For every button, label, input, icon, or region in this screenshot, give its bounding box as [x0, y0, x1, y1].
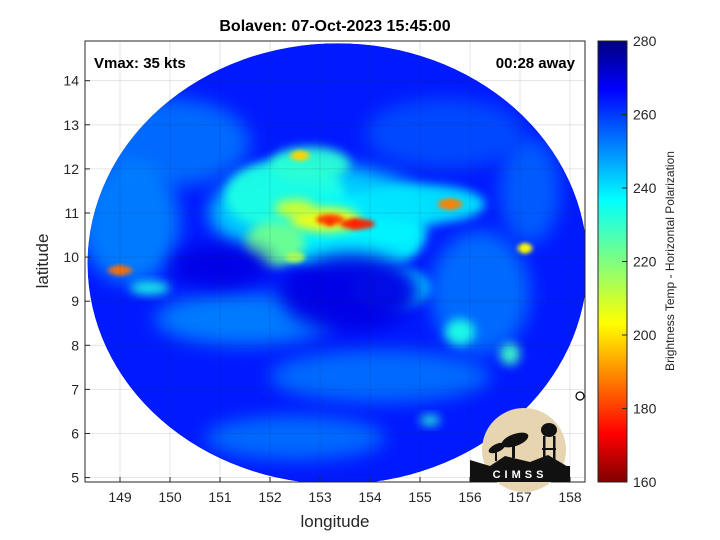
swath-cloud-cell — [365, 98, 525, 169]
y-tick-label: 10 — [63, 249, 79, 265]
swath-cloud-cell — [205, 415, 385, 460]
colorbar-tick-label: 260 — [633, 107, 657, 123]
feature-core-east — [351, 220, 359, 229]
colorbar-tick-label: 180 — [633, 401, 657, 417]
y-tick-label: 7 — [71, 381, 79, 397]
vmax-annotation: Vmax: 35 kts — [94, 55, 186, 72]
swath-cloud-cell — [445, 318, 475, 346]
cimss-logo: CIMSS — [470, 408, 570, 492]
swath-cloud-cell — [270, 146, 350, 183]
x-tick-label: 156 — [458, 489, 482, 505]
x-tick-label: 153 — [308, 489, 332, 505]
chart-title: Bolaven: 07-Oct-2023 15:45:00 — [219, 18, 450, 35]
swath-cloud-cell — [500, 343, 520, 366]
swath-cloud-cell — [420, 414, 440, 426]
feature-north-band — [296, 151, 304, 160]
grid-lines — [85, 41, 585, 482]
swath-cloud-cell — [87, 160, 180, 284]
colorbar-tick-label: 240 — [633, 180, 657, 196]
y-tick-label: 14 — [63, 73, 79, 89]
x-tick-label: 154 — [358, 489, 382, 505]
y-tick-label: 5 — [71, 470, 79, 486]
y-tick-label: 6 — [71, 425, 79, 441]
colorbar-label: Brightness Temp - Horizontal Polarizatio… — [663, 151, 677, 371]
y-tick-label: 11 — [64, 205, 79, 221]
swath-cloud-cell — [285, 251, 305, 263]
swath-cloud-cell — [500, 138, 560, 244]
x-tick-label: 151 — [208, 489, 232, 505]
y-tick-label: 9 — [71, 293, 79, 309]
y-axis-ticks: 5 6 7 8 9 10 11 12 13 14 — [63, 73, 90, 486]
swath-cloud-cell — [430, 230, 530, 355]
swath-cloud-cell — [355, 184, 485, 225]
feature-west-cell — [116, 266, 124, 275]
swath-cloud-cell — [280, 252, 420, 333]
swath-cloud-cell — [270, 349, 490, 403]
x-tick-label: 158 — [558, 489, 582, 505]
logo-text: CIMSS — [493, 469, 548, 481]
y-axis-label: latitude — [33, 234, 52, 289]
swath-cloud-cell — [130, 281, 170, 295]
colorbar-ticks: 160 180 200 220 240 260 280 — [622, 33, 657, 490]
swath-cloud-cell — [275, 199, 315, 218]
plot-area: 149 150 151 152 153 154 155 156 157 158 5 6 7 8 9 10 11… — [63, 40, 586, 505]
x-axis-ticks: 149 150 151 152 153 154 155 156 157 158 — [108, 477, 582, 505]
feature-east-cell — [446, 200, 454, 209]
feature-east-edge — [521, 244, 529, 253]
x-tick-label: 149 — [108, 489, 132, 505]
colorbar-tick-label: 280 — [633, 33, 657, 49]
time-away-annotation: 00:28 away — [496, 55, 576, 72]
swath-cloud-cell — [170, 243, 270, 288]
x-axis-label: longitude — [300, 512, 369, 531]
x-tick-label: 157 — [508, 489, 532, 505]
edge-marker-icon — [575, 391, 585, 401]
x-tick-label: 152 — [258, 489, 282, 505]
x-tick-label: 150 — [158, 489, 182, 505]
colorbar: 160 180 200 220 240 260 280 Brightness Temp - … — [597, 33, 677, 490]
colorbar-tick-label: 160 — [633, 474, 657, 490]
plot-frame — [84, 40, 586, 483]
feature-core — [326, 217, 334, 226]
x-tick-label: 155 — [408, 489, 432, 505]
y-tick-label: 8 — [71, 337, 79, 353]
colorbar-tick-label: 220 — [633, 254, 657, 270]
y-tick-label: 13 — [63, 117, 79, 133]
y-tick-label: 12 — [63, 161, 79, 177]
colorbar-tick-label: 200 — [633, 327, 657, 343]
